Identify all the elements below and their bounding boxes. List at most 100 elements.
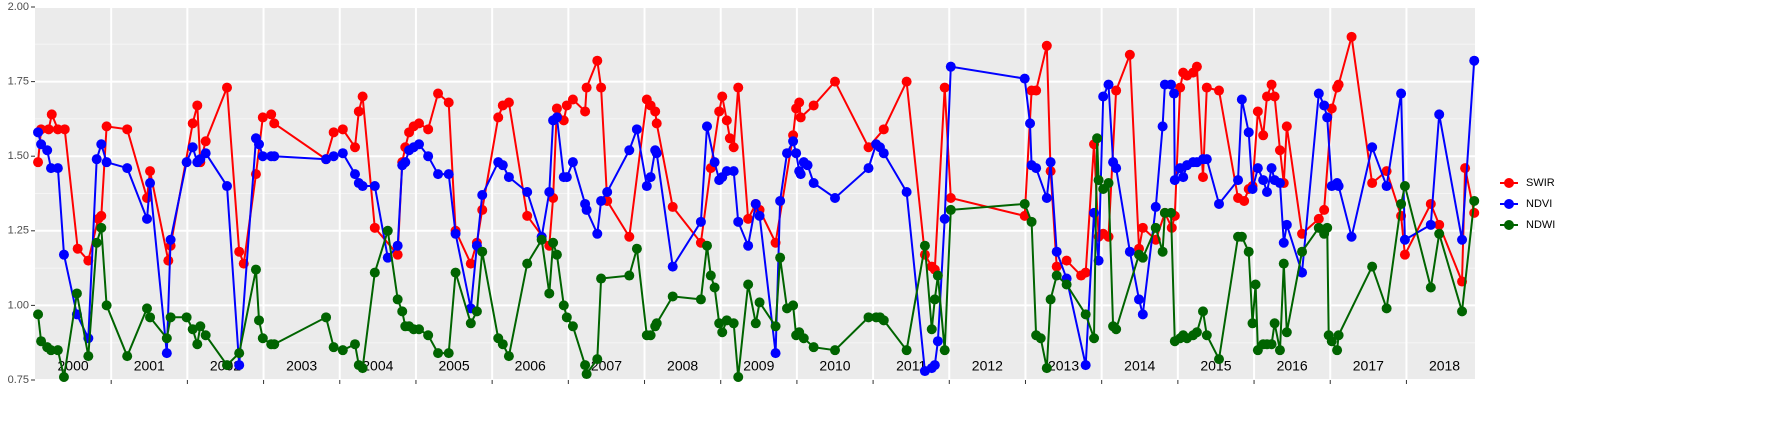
data-point	[721, 166, 732, 177]
data-point	[1333, 181, 1344, 192]
data-point	[901, 345, 912, 356]
data-point	[493, 112, 504, 123]
x-tick-label: 2003	[286, 358, 317, 374]
data-point	[1274, 145, 1285, 156]
data-point	[1367, 261, 1378, 272]
data-point	[1041, 363, 1052, 374]
data-point	[503, 351, 514, 362]
data-point	[645, 330, 656, 341]
data-point	[1313, 88, 1324, 99]
data-point	[561, 172, 572, 183]
data-point	[1281, 121, 1292, 132]
data-point	[733, 372, 744, 383]
data-point	[945, 61, 956, 72]
data-point	[945, 204, 956, 215]
data-point	[1041, 192, 1052, 203]
data-point	[465, 318, 476, 329]
data-point	[1103, 79, 1114, 90]
data-point	[1274, 345, 1285, 356]
data-point	[667, 201, 678, 212]
data-point	[443, 348, 454, 359]
data-point	[397, 306, 408, 317]
data-point	[46, 345, 56, 356]
data-point	[1460, 163, 1471, 174]
data-point	[743, 279, 754, 290]
data-point	[695, 294, 706, 305]
data-point	[602, 187, 613, 198]
data-point	[1080, 360, 1091, 371]
data-point	[754, 297, 765, 308]
data-point	[187, 142, 198, 153]
data-point	[423, 330, 434, 341]
data-point	[808, 178, 819, 189]
data-point	[1326, 336, 1337, 347]
data-point	[357, 91, 368, 102]
data-point	[667, 291, 678, 302]
data-point	[775, 252, 786, 263]
data-point	[1425, 282, 1436, 293]
data-point	[1166, 207, 1176, 218]
data-point	[353, 106, 364, 117]
data-point	[624, 145, 635, 156]
y-tick-label: 2.00	[8, 1, 29, 13]
y-tick-label: 1.25	[8, 225, 29, 237]
data-point	[187, 118, 198, 129]
data-point	[939, 213, 950, 224]
data-point	[651, 318, 662, 329]
data-point	[788, 136, 799, 147]
x-tick-label: 2006	[515, 358, 546, 374]
data-point	[321, 154, 332, 165]
data-point	[830, 192, 840, 203]
data-point	[581, 204, 592, 215]
data-point	[1019, 210, 1030, 221]
data-point	[337, 148, 348, 159]
data-point	[1333, 330, 1344, 341]
x-tick-label: 2005	[438, 358, 469, 374]
data-point	[863, 312, 874, 323]
data-point	[222, 181, 232, 192]
data-point	[945, 192, 956, 203]
data-point	[1346, 231, 1357, 242]
data-point	[192, 339, 203, 350]
data-point	[929, 360, 940, 371]
data-point	[1166, 79, 1176, 90]
data-point	[122, 351, 133, 362]
data-point	[165, 234, 176, 245]
series	[33, 55, 1480, 377]
x-tick-label: 2016	[1277, 358, 1308, 374]
data-point	[1098, 91, 1109, 102]
data-point	[142, 213, 152, 224]
data-point	[750, 198, 761, 209]
data-point	[551, 112, 562, 123]
data-point	[1262, 91, 1272, 102]
data-point	[878, 315, 889, 326]
data-point	[1396, 88, 1407, 99]
data-point	[567, 94, 578, 105]
data-point	[33, 157, 44, 168]
data-point	[702, 121, 712, 132]
data-point	[350, 339, 360, 350]
data-point	[161, 333, 172, 344]
data-point	[91, 154, 102, 165]
data-point	[1092, 133, 1103, 144]
data-point	[91, 237, 102, 248]
data-point	[414, 139, 424, 150]
data-point	[222, 360, 232, 371]
data-point	[1198, 172, 1208, 183]
data-point	[382, 225, 393, 236]
data-point	[863, 163, 874, 174]
data-point	[1367, 178, 1378, 189]
data-point	[433, 88, 444, 99]
data-point	[1031, 85, 1042, 96]
data-point	[1269, 91, 1280, 102]
data-point	[1191, 61, 1202, 72]
data-point	[733, 216, 744, 227]
series	[33, 31, 1480, 287]
data-point	[551, 249, 562, 260]
data-point	[433, 169, 444, 180]
x-tick-label: 2018	[1429, 358, 1460, 374]
data-point	[770, 348, 781, 359]
data-point	[717, 327, 728, 338]
data-point	[1035, 333, 1046, 344]
data-point	[350, 169, 360, 180]
